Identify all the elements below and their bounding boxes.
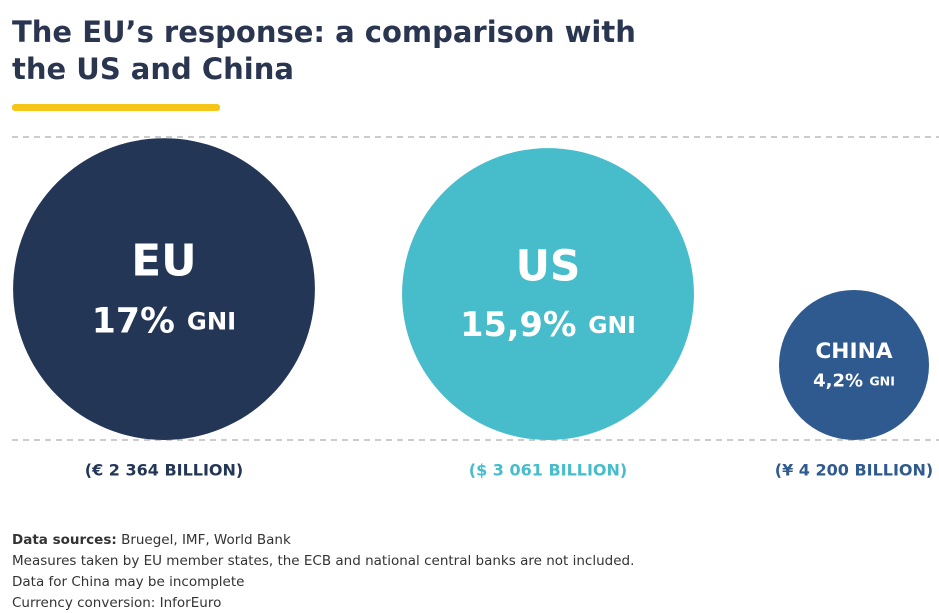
value-label: 17% xyxy=(92,301,175,341)
bubbles: EU 17% GNI (€ 2 364 BILLION) US 15,9% GNI ($ … xyxy=(13,138,933,480)
note: Measures taken by EU member states, the … xyxy=(12,553,634,569)
title-line: The EU’s response: a comparison with xyxy=(12,15,636,49)
bubble xyxy=(402,148,694,440)
note: Currency conversion: InforEuro xyxy=(12,595,221,611)
bubble-value: 4,2% GNI xyxy=(813,370,895,391)
sources-label: Data sources: xyxy=(12,532,117,548)
amount-label: (€ 2 364 BILLION) xyxy=(85,461,243,480)
sources-text: Bruegel, IMF, World Bank xyxy=(121,532,291,548)
amount-label: (¥ 4 200 BILLION) xyxy=(775,461,933,480)
value-label: 15,9% xyxy=(460,305,576,344)
bubble-label: EU xyxy=(131,235,196,286)
bubble-label: CHINA xyxy=(815,339,892,364)
unit-label: GNI xyxy=(588,311,636,339)
unit-label: GNI xyxy=(187,306,236,335)
amount-label: ($ 3 061 BILLION) xyxy=(469,461,627,480)
accent-bar xyxy=(12,104,220,111)
unit-label: GNI xyxy=(869,373,895,388)
bubble-label: US xyxy=(516,242,581,291)
note: Data for China may be incomplete xyxy=(12,574,244,590)
sources: Data sources: Bruegel, IMF, World Bank xyxy=(12,532,291,548)
bubble-value: 15,9% GNI xyxy=(460,305,636,344)
bubble xyxy=(778,289,930,440)
title-line: the US and China xyxy=(12,52,294,86)
value-label: 4,2% xyxy=(813,370,863,391)
bubble-value: 17% GNI xyxy=(92,301,236,341)
bubble xyxy=(13,138,315,440)
